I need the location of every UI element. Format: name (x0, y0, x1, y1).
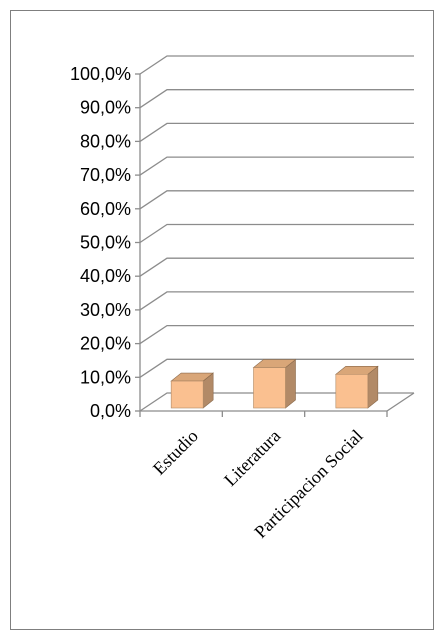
y-axis (135, 73, 415, 417)
y-tick-label: 60,0% (80, 199, 131, 219)
y-tick-label: 70,0% (80, 165, 131, 185)
y-tick-label: 80,0% (80, 131, 131, 151)
bars (170, 358, 379, 409)
chart-frame (10, 10, 434, 630)
floor-back-edge (139, 392, 414, 412)
y-tick-label: 40,0% (80, 266, 131, 286)
bar-estudio (170, 372, 215, 409)
bar-side-face (285, 358, 296, 409)
bar-participacion-social (334, 365, 379, 409)
gridline (139, 55, 414, 75)
y-tick-label: 0,0% (90, 401, 131, 421)
y-tick-label: 90,0% (80, 98, 131, 118)
bar-front-face (170, 380, 204, 409)
bar-literatura (252, 358, 297, 409)
y-tick-label: 20,0% (80, 334, 131, 354)
x-category-label: Literatura (220, 426, 284, 490)
bar-front-face (253, 367, 286, 409)
y-tick-label: 10,0% (80, 367, 131, 387)
gridline (139, 291, 414, 311)
gridline (139, 223, 414, 244)
floor-right-edge (386, 392, 415, 412)
gridline (139, 89, 414, 109)
bar-front-face (335, 373, 369, 409)
y-tick-label: 30,0% (80, 300, 131, 320)
gridlines (139, 55, 414, 412)
y-tick-label: 50,0% (80, 233, 131, 253)
gridline (139, 358, 414, 378)
gridline (139, 324, 414, 345)
y-axis-tick-labels: 0,0% 10,0% 20,0% 30,0% 40,0% 50,0% 60,0% 70,0% 8… (70, 64, 131, 421)
x-category-label: Estudio (149, 426, 202, 479)
gridline (139, 156, 414, 176)
gridline (139, 122, 414, 142)
gridline (139, 257, 414, 277)
gridline (139, 190, 414, 210)
y-tick-label: 100,0% (70, 64, 131, 84)
